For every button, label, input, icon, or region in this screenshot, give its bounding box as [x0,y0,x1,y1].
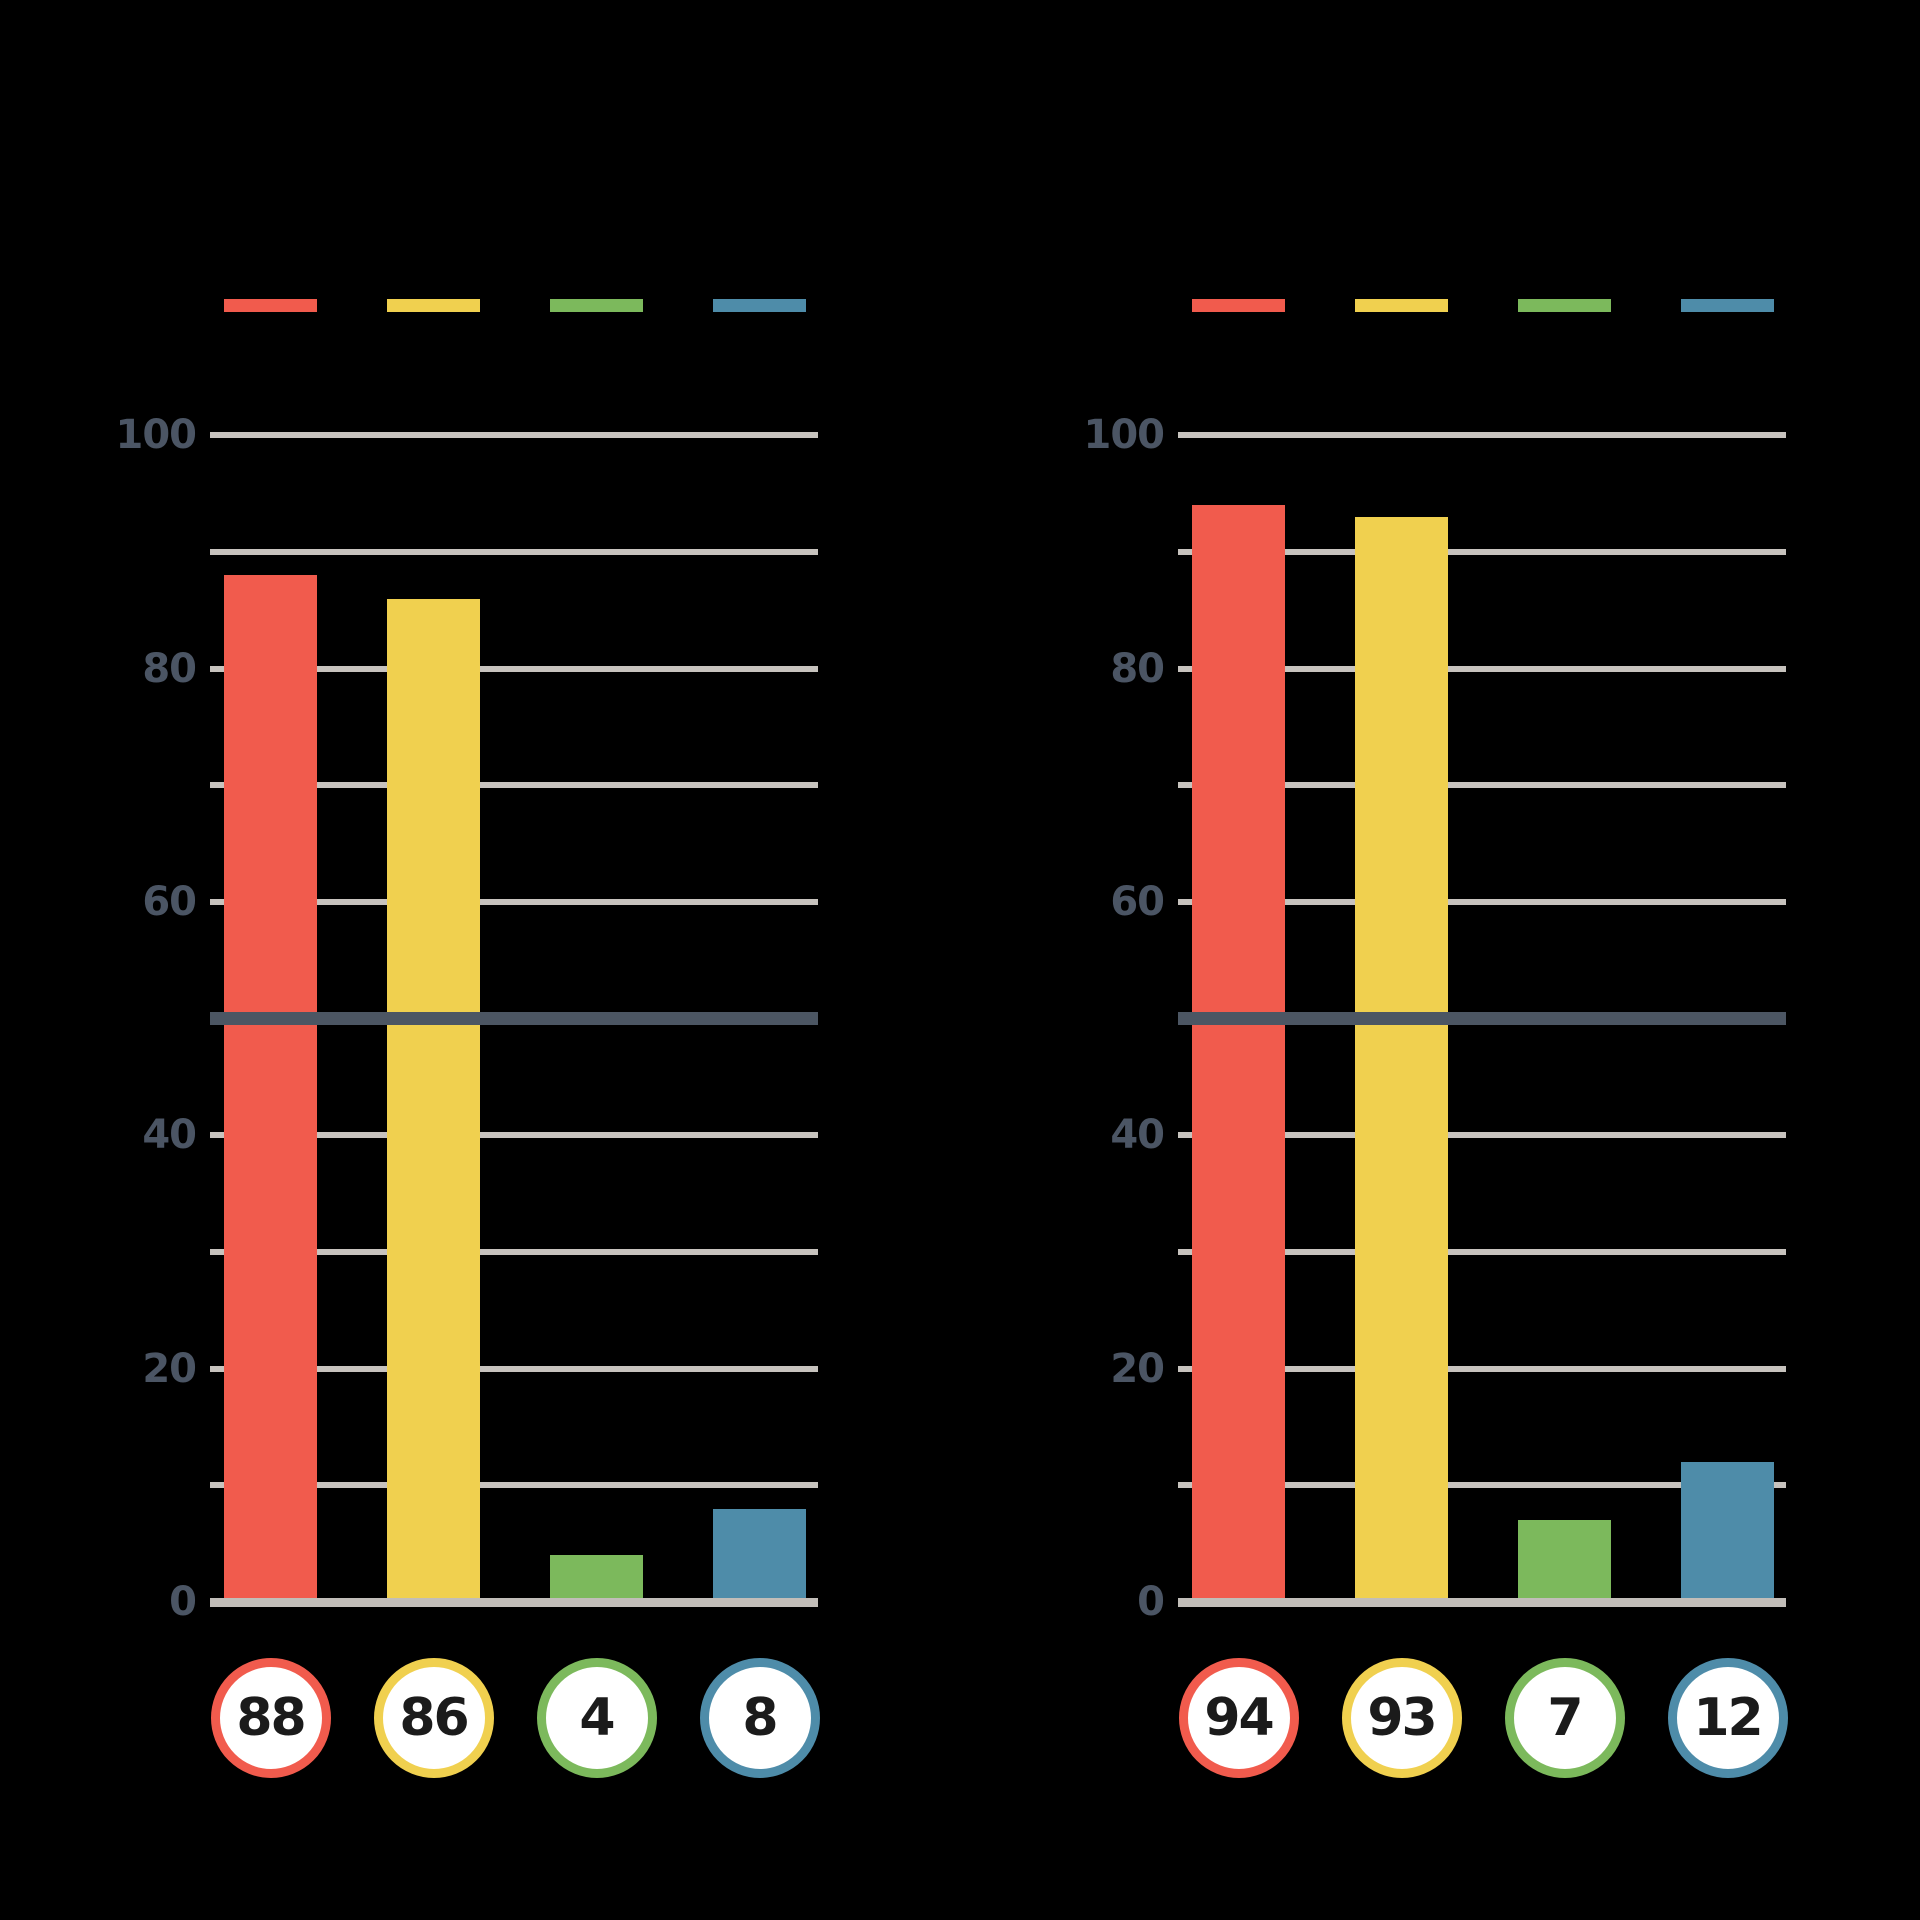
axis-baseline [1178,1597,1786,1607]
legend-swatch-red [1192,299,1285,312]
gridline-70 [1178,782,1786,789]
bar-green [550,1555,643,1602]
legend-swatch-red [224,299,317,312]
value-badge-blue: 8 [699,1658,820,1778]
bar-blue [1681,1461,1774,1602]
y-axis-label-40: 40 [142,1112,197,1159]
gridline-30 [1178,1248,1786,1255]
y-axis-label-20: 20 [142,1345,197,1392]
bar-green [1518,1520,1611,1602]
gridline-40 [1178,1132,1786,1139]
value-badge-yellow: 93 [1341,1658,1462,1778]
legend-swatch-blue [713,299,806,312]
value-badge-yellow: 86 [373,1658,494,1778]
gridline-70 [210,782,818,789]
y-axis-label-80: 80 [142,645,197,692]
reference-line-50 [210,1012,818,1026]
y-axis-label-20: 20 [1110,1345,1165,1392]
legend-swatch-green [550,299,643,312]
value-badge-green: 4 [536,1658,657,1778]
y-axis-label-80: 80 [1110,645,1165,692]
gridline-10 [1178,1482,1786,1489]
y-axis-label-100: 100 [115,412,198,459]
legend-swatch-yellow [387,299,480,312]
y-axis-label-100: 100 [1083,412,1166,459]
gridline-60 [1178,898,1786,905]
value-badge-red: 94 [1178,1658,1299,1778]
gridline-20 [1178,1365,1786,1372]
axis-baseline [210,1597,818,1607]
y-axis-label-60: 60 [142,878,197,925]
gridline-90 [210,548,818,555]
y-axis-label-60: 60 [1110,878,1165,925]
gridline-80 [1178,665,1786,672]
value-badge-green: 7 [1504,1658,1625,1778]
gridline-10 [210,1482,818,1489]
bar-blue [713,1508,806,1602]
bar-red [1192,505,1285,1602]
value-badge-red: 88 [210,1658,331,1778]
gridline-100 [1178,432,1786,439]
value-badge-blue: 12 [1667,1658,1788,1778]
bar-yellow [387,598,480,1602]
legend-swatch-yellow [1355,299,1448,312]
gridline-100 [210,432,818,439]
gridline-40 [210,1132,818,1139]
reference-line-50 [1178,1012,1786,1026]
gridline-60 [210,898,818,905]
bar-red [224,575,317,1602]
y-axis-label-0: 0 [1137,1579,1165,1625]
legend-swatch-blue [1681,299,1774,312]
y-axis-label-40: 40 [1110,1112,1165,1159]
gridline-90 [1178,548,1786,555]
gridline-20 [210,1365,818,1372]
gridline-30 [210,1248,818,1255]
y-axis-label-0: 0 [169,1579,197,1625]
legend-swatch-green [1518,299,1611,312]
gridline-80 [210,665,818,672]
bar-yellow [1355,516,1448,1602]
